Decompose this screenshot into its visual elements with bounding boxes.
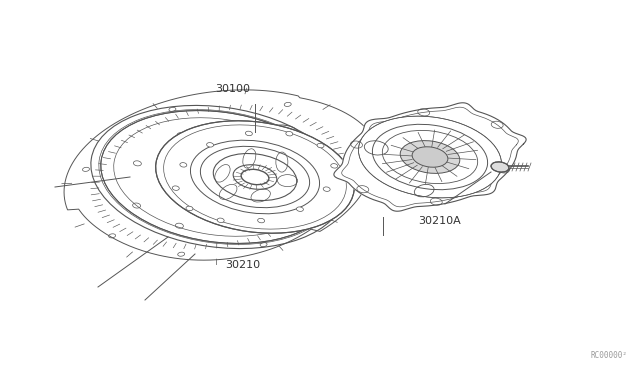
Ellipse shape xyxy=(358,116,502,198)
Ellipse shape xyxy=(491,162,509,172)
Ellipse shape xyxy=(400,141,460,173)
Ellipse shape xyxy=(186,206,193,211)
Ellipse shape xyxy=(245,131,252,136)
Ellipse shape xyxy=(100,110,335,243)
Text: 30210: 30210 xyxy=(225,260,260,270)
Ellipse shape xyxy=(156,121,355,233)
Ellipse shape xyxy=(331,164,338,168)
Ellipse shape xyxy=(372,124,488,190)
Text: RC00000²: RC00000² xyxy=(591,351,628,360)
Ellipse shape xyxy=(172,186,179,190)
Ellipse shape xyxy=(317,143,324,148)
Polygon shape xyxy=(334,103,526,211)
Ellipse shape xyxy=(296,207,303,211)
Ellipse shape xyxy=(217,218,224,222)
Text: 30210A: 30210A xyxy=(418,216,461,226)
Text: 30100: 30100 xyxy=(215,84,250,94)
Ellipse shape xyxy=(286,131,292,136)
Ellipse shape xyxy=(258,218,264,223)
Ellipse shape xyxy=(207,142,214,147)
Ellipse shape xyxy=(323,187,330,191)
Ellipse shape xyxy=(180,163,187,167)
Ellipse shape xyxy=(412,147,448,167)
